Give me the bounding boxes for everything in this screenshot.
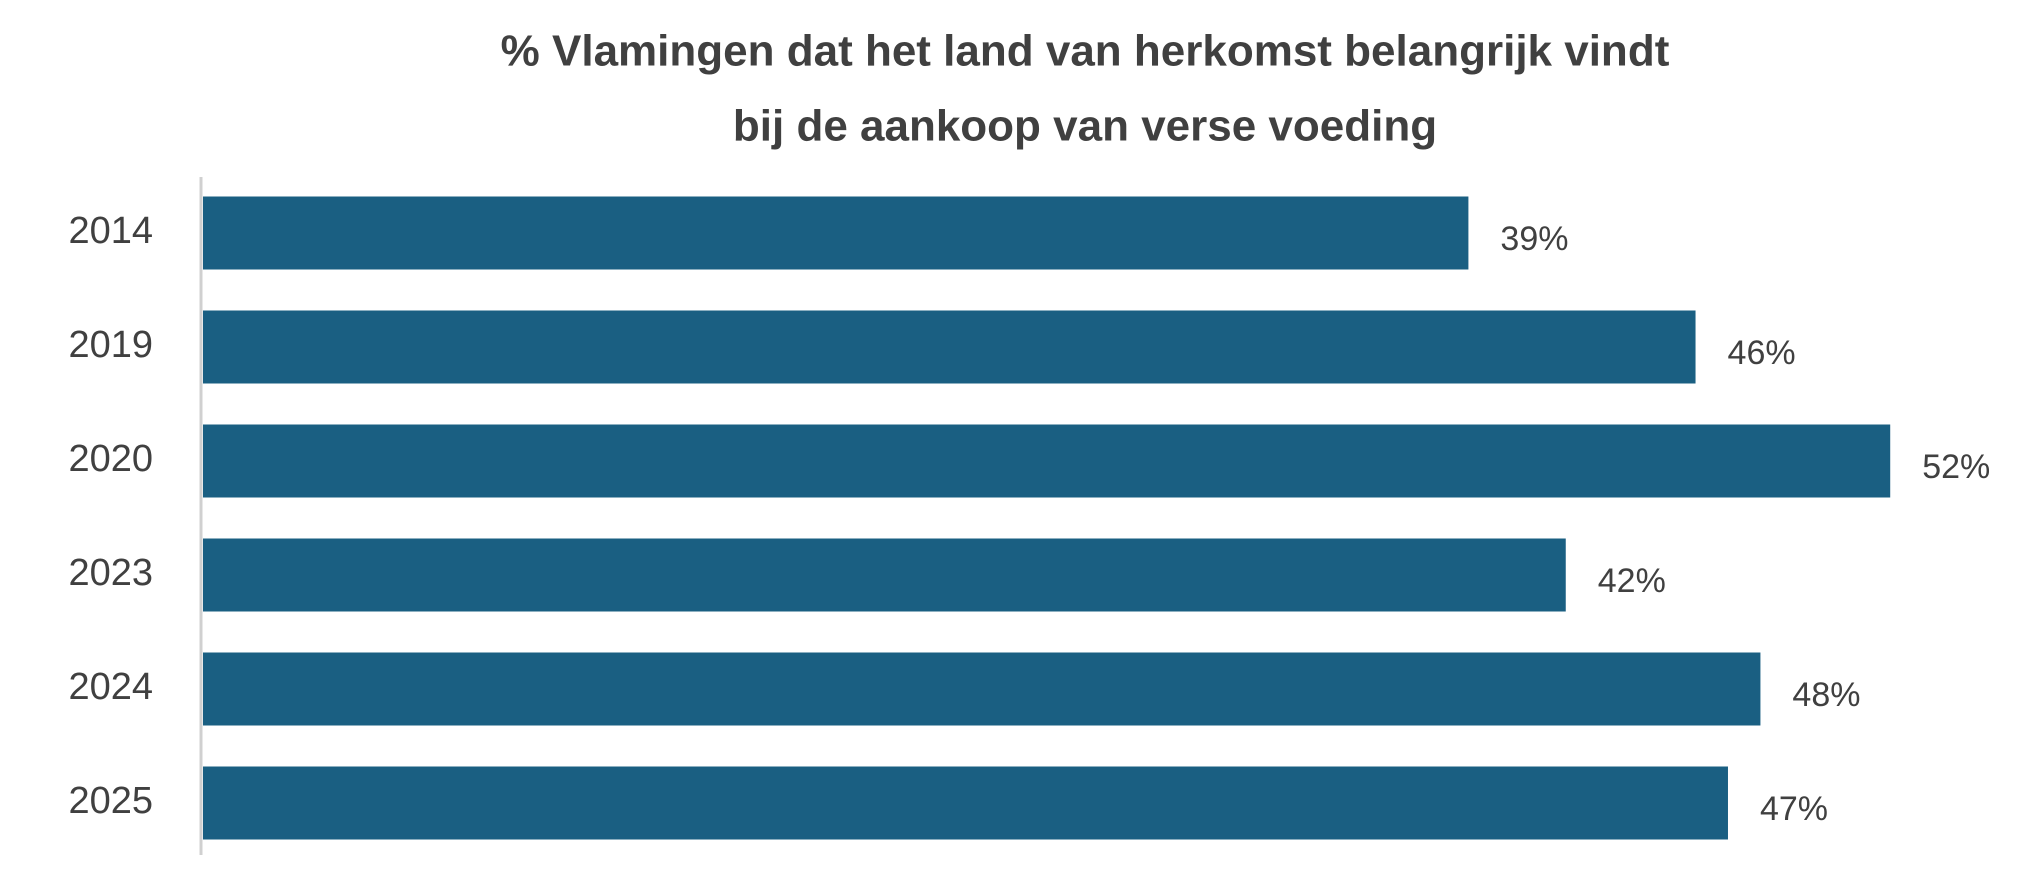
y-tick-label: 2019 [68,324,153,366]
chart-title: % Vlamingen dat het land van herkomst be… [501,27,1670,76]
y-tick-label: 2025 [68,780,153,822]
bar [203,310,1696,384]
bar [203,538,1566,612]
data-label: 48% [1792,676,1860,714]
data-label: 52% [1922,448,1990,486]
data-label: 39% [1500,220,1568,258]
bar [203,766,1728,840]
data-label: 46% [1728,334,1796,372]
y-tick-label: 2024 [68,666,153,708]
data-label: 47% [1760,790,1828,828]
y-tick-label: 2023 [68,552,153,594]
chart-title: bij de aankoop van verse voeding [733,102,1437,151]
data-label: 42% [1598,562,1666,600]
y-tick-label: 2020 [68,438,153,480]
y-tick-label: 2014 [68,210,153,252]
bar [203,652,1761,726]
bar [203,196,1469,270]
bar [203,424,1891,498]
